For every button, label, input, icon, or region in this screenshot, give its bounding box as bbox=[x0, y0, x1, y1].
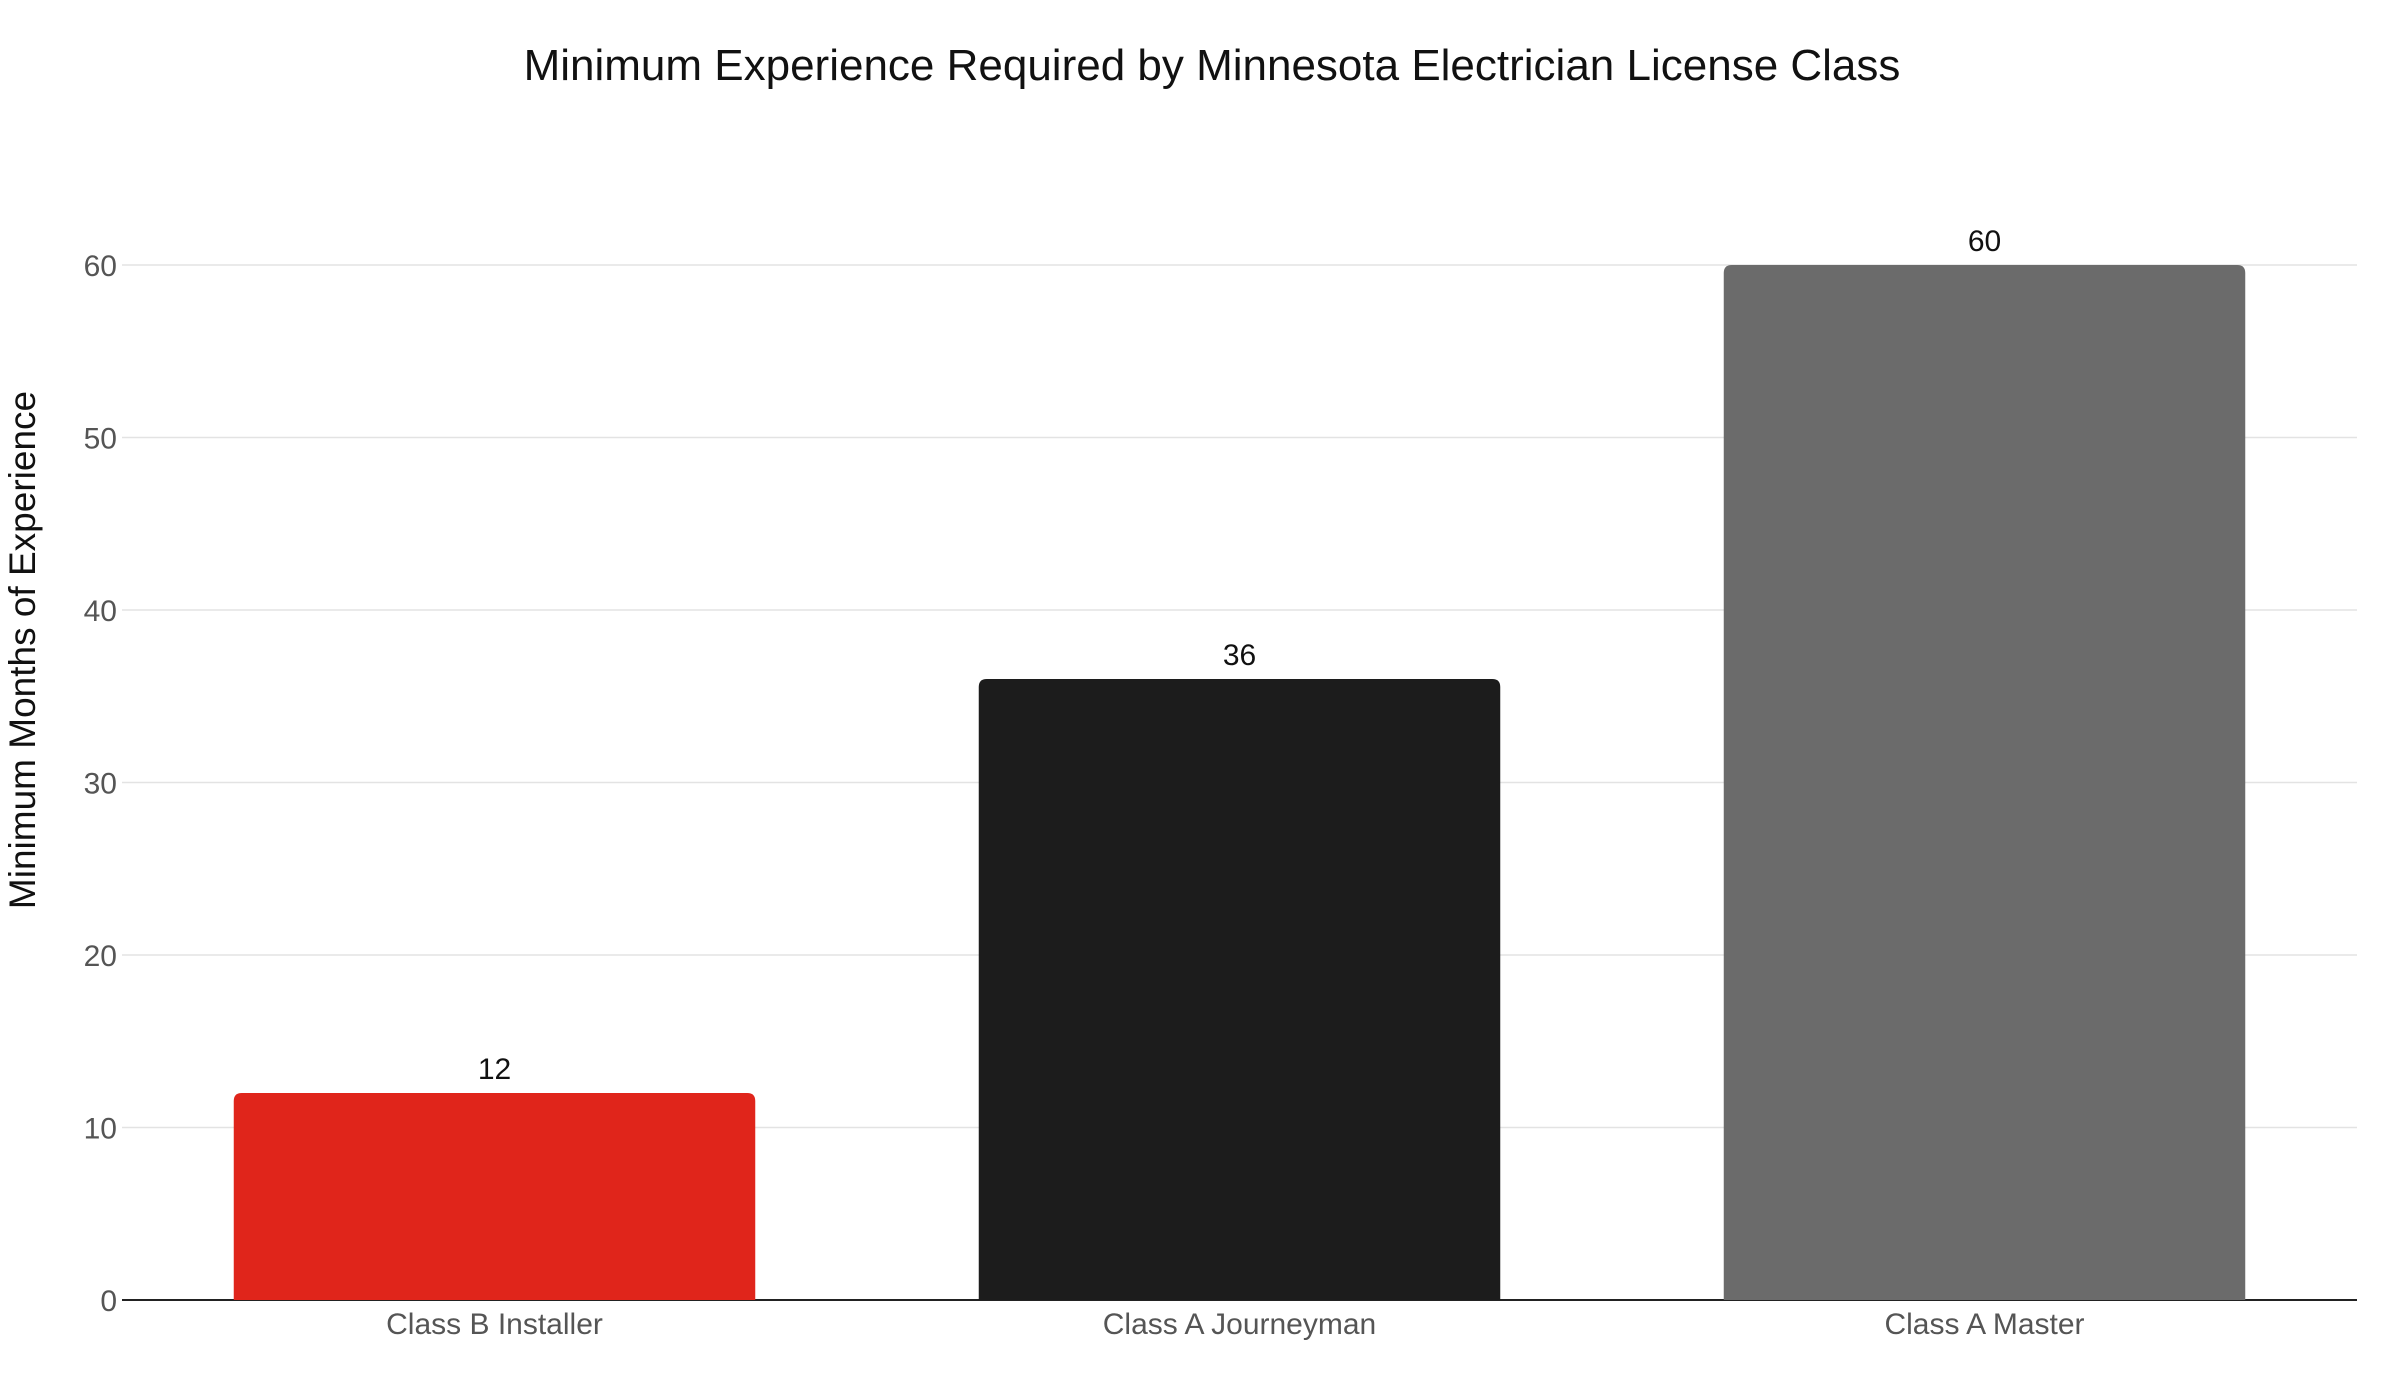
x-tick-label: Class A Master bbox=[1884, 1308, 2084, 1341]
y-axis-label: Minimum Months of Experience bbox=[2, 391, 43, 909]
x-tick-label: Class A Journeyman bbox=[1103, 1308, 1376, 1341]
bar bbox=[1723, 265, 2246, 1300]
data-label: 60 bbox=[1968, 225, 2001, 258]
data-label: 12 bbox=[478, 1053, 511, 1086]
bar bbox=[233, 1093, 756, 1300]
y-axis-ticks: 0 10 20 30 40 50 60 bbox=[84, 250, 117, 1318]
x-axis-ticks: Class B Installer Class A Journeyman Class… bbox=[386, 1308, 2084, 1341]
x-tick-label: Class B Installer bbox=[386, 1308, 603, 1341]
y-tick-label: 60 bbox=[84, 250, 117, 283]
bar bbox=[978, 679, 1501, 1300]
y-tick-label: 10 bbox=[84, 1113, 117, 1146]
y-tick-label: 20 bbox=[84, 940, 117, 973]
bars: 12 36 60 bbox=[233, 225, 2246, 1300]
y-tick-label: 50 bbox=[84, 423, 117, 456]
chart-title: Minimum Experience Required by Minnesota… bbox=[524, 41, 1901, 90]
y-tick-label: 0 bbox=[100, 1285, 117, 1318]
y-tick-label: 30 bbox=[84, 768, 117, 801]
data-label: 36 bbox=[1223, 639, 1256, 672]
y-tick-label: 40 bbox=[84, 595, 117, 628]
